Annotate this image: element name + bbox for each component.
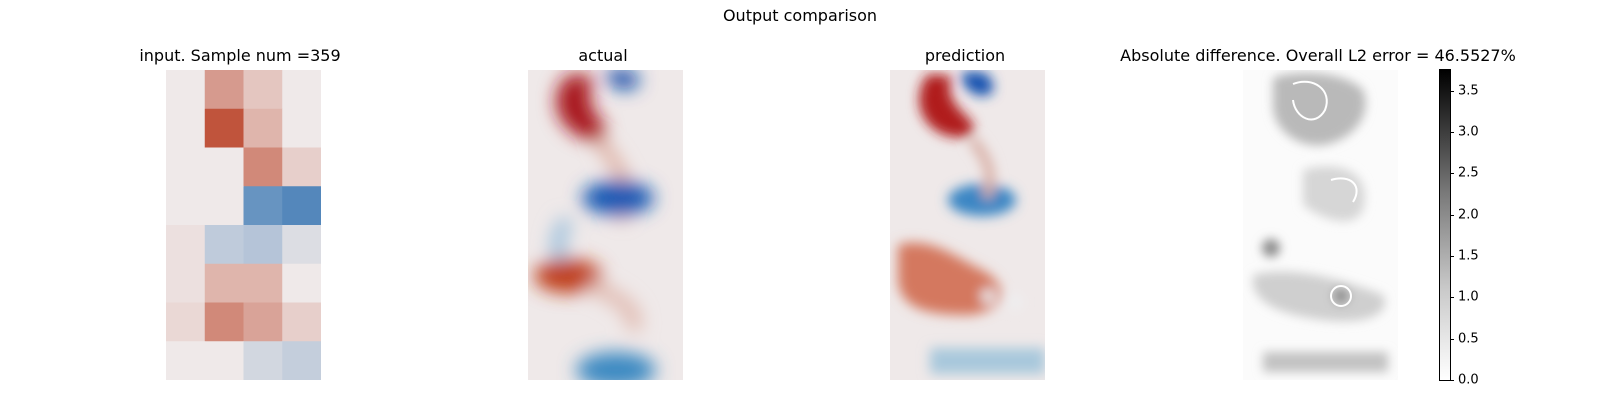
input-cell [204, 108, 244, 148]
difference-low-error [1253, 271, 1385, 322]
input-cell [204, 147, 244, 187]
difference-contour-top [1292, 80, 1328, 121]
difference-top-error [1273, 73, 1366, 146]
input-cell [243, 263, 283, 303]
colorbar-tick-label: 3.0 [1458, 124, 1479, 140]
prediction-red-tail [968, 136, 995, 201]
input-cell [204, 302, 244, 342]
difference-contour-mid [1330, 177, 1358, 203]
prediction-hole-2 [1009, 296, 1021, 308]
prediction-blue-band-bottom [930, 348, 1045, 374]
input-cell [243, 70, 283, 110]
colorbar-tick-label: 1.5 [1458, 248, 1479, 264]
colorbar-tick-label: 0.0 [1458, 372, 1479, 388]
actual-blue-vortex-mid [582, 181, 654, 215]
prediction-panel-title: prediction [924, 46, 1006, 65]
input-cell [166, 225, 206, 265]
colorbar-tick [1450, 90, 1454, 92]
input-cell [243, 186, 283, 226]
input-cell [282, 147, 321, 187]
actual-red-vortex-top [556, 74, 606, 141]
input-cell [166, 341, 206, 380]
prediction-blue-vortex-top [961, 72, 994, 96]
colorbar-tick [1450, 256, 1454, 257]
prediction-background [890, 70, 1045, 380]
actual-blue-vortex-top [607, 70, 640, 90]
colorbar-tick [1450, 338, 1454, 340]
input-cell [204, 70, 244, 110]
colorbar-tick [1450, 173, 1454, 175]
colorbar-tick-label: 3.5 [1458, 83, 1479, 99]
figure-title: Output comparison [722, 6, 878, 25]
actual-panel-title: actual [578, 46, 628, 65]
input-heatmap [166, 70, 321, 380]
colorbar-tick [1450, 214, 1454, 216]
input-panel-title: input. Sample num =359 [139, 46, 341, 65]
input-cell [204, 341, 244, 380]
input-cell [282, 225, 321, 265]
input-cell [282, 108, 321, 148]
actual-background [528, 70, 683, 380]
input-cell [243, 341, 283, 380]
actual-blue-vortex-bottom [576, 352, 656, 380]
colorbar-tick-label: 1.0 [1458, 289, 1479, 305]
prediction-hole-1 [981, 289, 995, 303]
difference-colorbar [1439, 69, 1451, 381]
colorbar-tick [1450, 297, 1454, 299]
actual-red-tail-low [585, 278, 642, 333]
difference-spot-right [1333, 288, 1349, 304]
colorbar-tick-label: 2.5 [1458, 165, 1479, 181]
colorbar-tick-label: 0.5 [1458, 331, 1479, 347]
difference-spot-left [1262, 239, 1280, 257]
input-cell [243, 108, 283, 148]
difference-contour-ring [1330, 285, 1352, 307]
input-cell [282, 186, 321, 226]
prediction-red-region-low [898, 242, 1002, 315]
difference-bottom-error [1263, 352, 1388, 372]
difference-heatmap [1243, 70, 1398, 380]
input-cell [204, 263, 244, 303]
input-cell [166, 147, 206, 187]
colorbar-tick [1450, 380, 1454, 381]
input-cell [282, 263, 321, 303]
prediction-heatmap [890, 70, 1045, 380]
input-cell [243, 147, 283, 187]
input-cell [243, 302, 283, 342]
input-cell [166, 263, 206, 303]
input-cell [282, 70, 321, 110]
input-cell [204, 186, 244, 226]
actual-heatmap [528, 70, 683, 380]
colorbar-tick [1450, 132, 1454, 133]
input-cell [243, 225, 283, 265]
input-cell [166, 70, 206, 110]
input-cell [166, 186, 206, 226]
input-cell [282, 341, 321, 380]
input-cell [204, 225, 244, 265]
prediction-blue-vortex-mid [948, 184, 1016, 216]
input-cell [166, 302, 206, 342]
actual-red-vortex-low [534, 259, 602, 293]
input-cell [166, 108, 206, 148]
difference-panel-title: Absolute difference. Overall L2 error = … [1120, 46, 1516, 65]
colorbar-tick-label: 2.0 [1458, 207, 1479, 223]
prediction-red-vortex-top [919, 74, 974, 138]
input-cell [282, 302, 321, 342]
